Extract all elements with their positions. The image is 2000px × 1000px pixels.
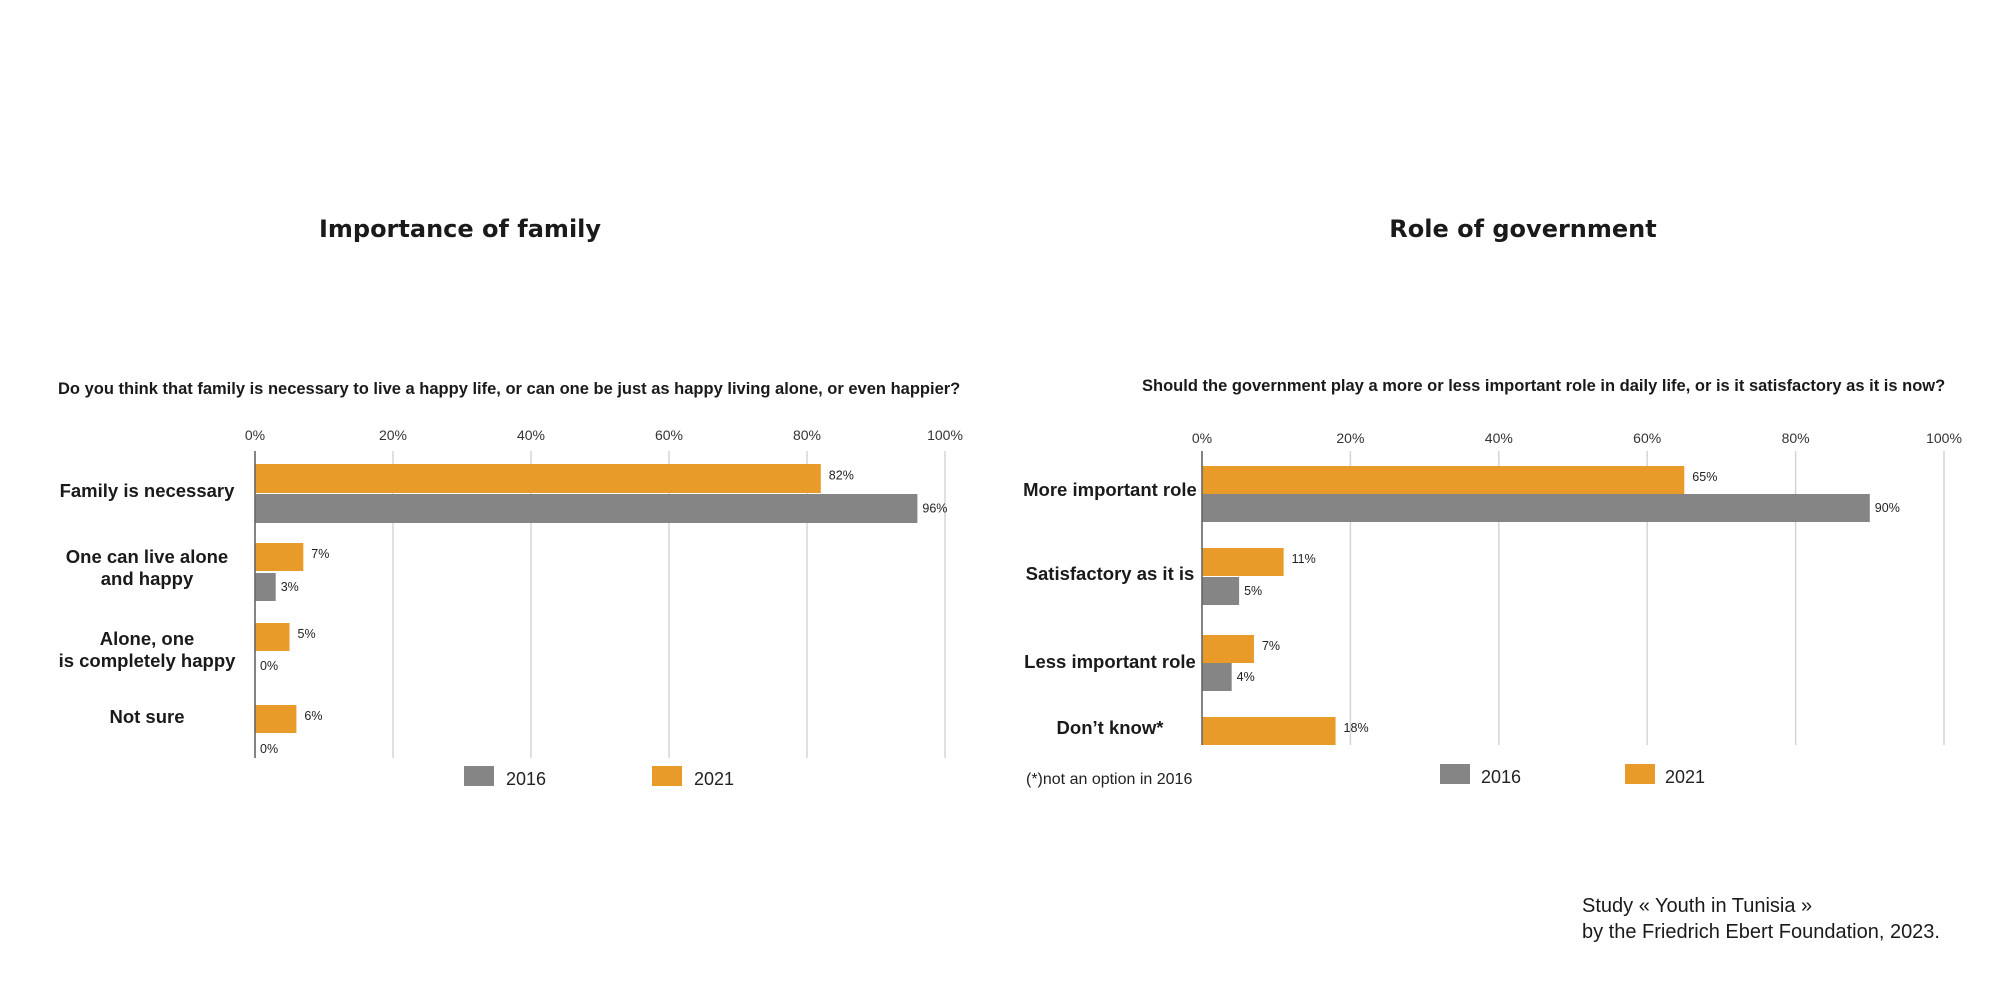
category-label: Less important role (1024, 651, 1196, 672)
data-label-2021: 65% (1692, 470, 1717, 484)
legend-label-2016: 2016 (1481, 767, 1521, 787)
data-label-2016: 4% (1237, 670, 1255, 684)
bar-2016 (255, 494, 918, 523)
bar-2016 (1202, 577, 1240, 605)
bar-2021 (255, 623, 290, 651)
chart-question: Do you think that family is necessary to… (58, 380, 960, 398)
x-tick-label: 100% (1926, 430, 1962, 446)
chart-title: Role of government (1389, 215, 1656, 243)
x-tick-label: 60% (1633, 430, 1661, 446)
bar-2016 (1202, 494, 1870, 522)
bar-2021 (1202, 635, 1254, 663)
data-label-2021: 11% (1292, 552, 1316, 566)
source-line-2: by the Friedrich Ebert Foundation, 2023. (1582, 921, 1940, 943)
data-label-2016: 96% (922, 502, 947, 516)
chart-title: Importance of family (319, 215, 601, 243)
data-label-2016: 3% (281, 580, 299, 594)
bar-2021 (255, 705, 297, 733)
bar-2016 (1202, 663, 1232, 691)
category-label: Not sure (109, 706, 184, 727)
category-label: Family is necessary (60, 480, 236, 501)
source-line-1: Study « Youth in Tunisia » (1582, 895, 1813, 917)
category-label: is completely happy (59, 650, 237, 671)
data-label-2021: 7% (1262, 639, 1280, 653)
bar-2021 (1202, 548, 1284, 576)
data-label-2021: 7% (311, 547, 329, 561)
category-label: Don’t know* (1057, 717, 1165, 738)
data-label-2021: 82% (829, 469, 854, 483)
data-label-2016: 90% (1875, 501, 1900, 515)
data-label-2016: 0% (260, 742, 278, 756)
category-label: and happy (101, 568, 194, 589)
x-tick-label: 100% (927, 427, 963, 443)
x-tick-label: 0% (245, 427, 265, 443)
data-label-2021: 18% (1344, 721, 1369, 735)
legend-swatch-2021 (652, 766, 682, 786)
x-tick-label: 80% (793, 427, 821, 443)
source-credit: Study « Youth in Tunisia » by the Friedr… (1582, 893, 1940, 945)
x-tick-label: 80% (1782, 430, 1810, 446)
category-label: Alone, one (100, 628, 195, 649)
legend-label-2016: 2016 (506, 769, 546, 789)
x-tick-label: 20% (1336, 430, 1364, 446)
data-label-2016: 0% (260, 659, 278, 673)
bar-2021 (255, 543, 304, 571)
x-tick-label: 60% (655, 427, 683, 443)
category-label: Satisfactory as it is (1026, 563, 1195, 584)
legend-label-2021: 2021 (694, 769, 734, 789)
data-label-2021: 5% (298, 627, 316, 641)
bar-2021 (1202, 466, 1685, 494)
x-tick-label: 40% (517, 427, 545, 443)
footnote: (*)not an option in 2016 (1026, 771, 1192, 788)
legend-label-2021: 2021 (1665, 767, 1705, 787)
category-label: One can live alone (66, 546, 228, 567)
x-tick-label: 40% (1485, 430, 1513, 446)
bar-2016 (255, 573, 276, 601)
category-label: More important role (1023, 479, 1197, 500)
bar-2021 (1202, 717, 1336, 745)
data-label-2021: 6% (304, 709, 322, 723)
x-tick-label: 20% (379, 427, 407, 443)
legend-swatch-2016 (1440, 764, 1470, 784)
legend-swatch-2021 (1625, 764, 1655, 784)
x-tick-label: 0% (1192, 430, 1212, 446)
data-label-2016: 5% (1244, 584, 1262, 598)
bar-2021 (255, 464, 821, 493)
chart-question: Should the government play a more or les… (1142, 377, 1945, 395)
legend-swatch-2016 (464, 766, 494, 786)
